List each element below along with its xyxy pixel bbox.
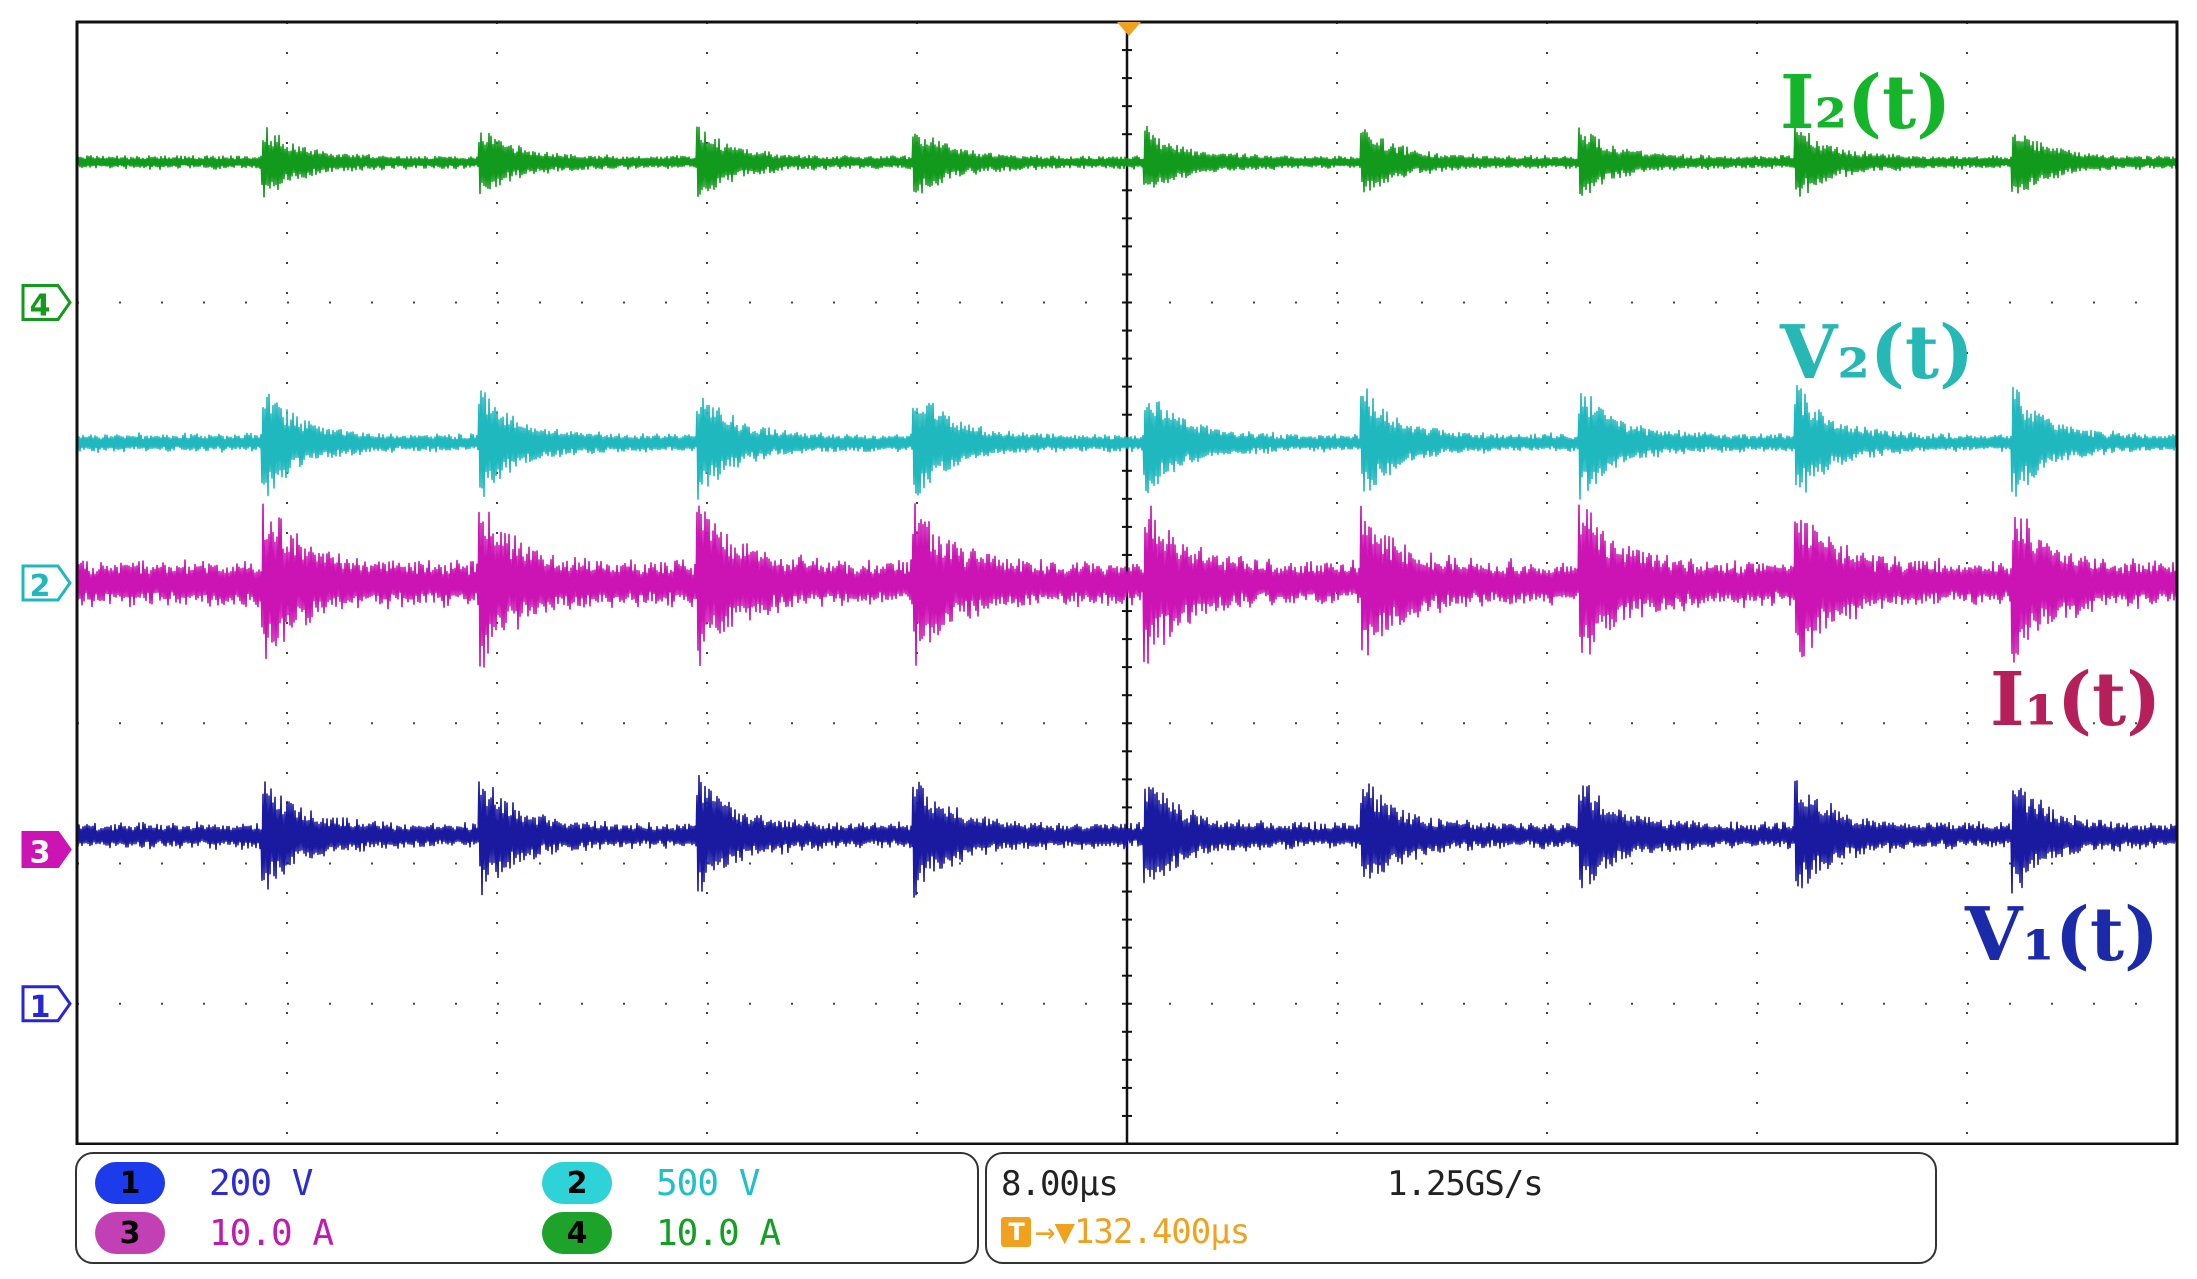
channel-4-scale: 10.0 A: [656, 1212, 781, 1254]
channel-settings-panel: 1 200 V 2 500 V 3 10.0 A 4 10.0 A: [75, 1152, 979, 1264]
trigger-arrow: →▼: [1035, 1212, 1075, 1252]
channel-1-marker[interactable]: 1: [21, 985, 72, 1025]
channel-4-marker[interactable]: 4: [21, 284, 72, 324]
channel-2-setting[interactable]: 2 500 V: [542, 1162, 760, 1204]
trace-label-2: V₂(t): [1779, 310, 1974, 396]
channel-marker-label: 1: [30, 990, 51, 1025]
channel-markers: 4 2 3 1: [21, 284, 72, 1025]
channel-1-scale: 200 V: [209, 1162, 313, 1204]
trace-3: [76, 503, 2178, 668]
channel-1-setting[interactable]: 1 200 V: [95, 1162, 313, 1204]
trace-labels: I₂(t) V₂(t) I₁(t) V₁(t): [1779, 60, 2161, 978]
trace-label-3: I₁(t): [1990, 657, 2161, 743]
oscilloscope-display: 4 2 3 1 I₂(t) V₂(t) I₁(t) V₁(t): [21, 20, 2179, 1145]
trace-label-1: V₁(t): [1964, 892, 2159, 978]
sample-rate: 1.25GS/s: [1387, 1164, 1544, 1204]
trace-4: [76, 124, 2178, 198]
channel-marker-label: 3: [30, 835, 51, 870]
channel-marker-shape: [21, 284, 72, 321]
waveform-traces: [76, 124, 2178, 898]
trigger-icon: T: [1001, 1217, 1031, 1247]
channel-3-marker[interactable]: 3: [21, 830, 72, 870]
trace-label-4: I₂(t): [1780, 60, 1951, 146]
trace-1: [76, 774, 2178, 898]
channel-3-badge: 3: [95, 1212, 165, 1254]
channel-marker-shape: [21, 985, 72, 1023]
channel-1-badge: 1: [95, 1162, 165, 1204]
channel-4-badge: 4: [542, 1212, 612, 1254]
channel-marker-label: 4: [30, 289, 51, 324]
channel-2-scale: 500 V: [656, 1162, 760, 1204]
channel-3-setting[interactable]: 3 10.0 A: [95, 1212, 334, 1254]
trace-2: [76, 384, 2178, 500]
channel-marker-shape: [21, 564, 72, 602]
timebase-panel: 8.00µs 1.25GS/s T →▼ 132.400µs: [985, 1152, 1937, 1264]
channel-3-scale: 10.0 A: [209, 1212, 334, 1254]
channel-marker-shape: [21, 830, 72, 868]
time-per-division[interactable]: 8.00µs: [1001, 1164, 1119, 1204]
trigger-setting[interactable]: T →▼ 132.400µs: [1001, 1212, 1250, 1252]
channel-2-marker[interactable]: 2: [21, 564, 72, 604]
trigger-position: 132.400µs: [1073, 1212, 1250, 1252]
channel-marker-label: 2: [30, 569, 51, 604]
trigger-position-marker[interactable]: [1117, 22, 1141, 36]
channel-4-setting[interactable]: 4 10.0 A: [542, 1212, 781, 1254]
channel-2-badge: 2: [542, 1162, 612, 1204]
